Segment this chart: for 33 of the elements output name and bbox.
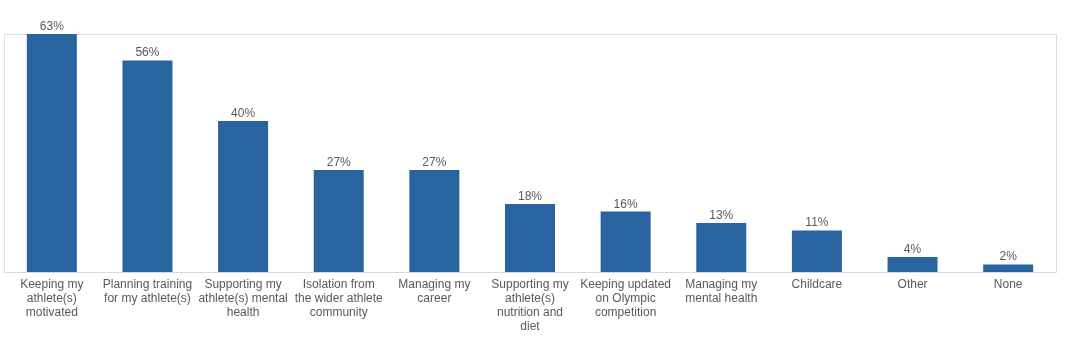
data-label: 16% (613, 196, 638, 211)
x-tick-label: Keeping updated on Olympic competition (580, 276, 672, 319)
data-label: 11% (805, 215, 829, 230)
bar (791, 230, 842, 272)
x-tick-label: Other (897, 276, 928, 291)
bar (122, 60, 173, 272)
data-label: 2% (999, 249, 1018, 264)
data-label: 40% (231, 105, 256, 120)
x-tick-label: Planning training for my athlete(s) (102, 276, 193, 305)
bar (983, 264, 1034, 272)
data-label: 27% (422, 155, 447, 169)
x-tick-label: Supporting my athlete(s) mental health (198, 276, 288, 319)
bar (696, 222, 747, 272)
x-tick-label: Childcare (791, 276, 843, 291)
x-tick-label: Supporting my athlete(s) nutrition and diet (491, 276, 569, 333)
bar (505, 204, 555, 272)
data-label: 27% (326, 155, 352, 169)
x-tick-label: Managing my career (398, 276, 471, 305)
x-tick-label: Isolation from the wider athlete community (294, 276, 384, 319)
bar (409, 170, 460, 272)
bar (313, 170, 364, 272)
data-label: 18% (517, 189, 543, 203)
bar (218, 120, 269, 272)
data-label: 13% (709, 207, 734, 222)
data-label: 56% (135, 45, 160, 60)
bar (26, 34, 77, 272)
x-tick-label: Managing my mental health (685, 276, 758, 305)
data-label: 4% (903, 241, 922, 256)
bar (887, 256, 938, 272)
x-tick-label: Keeping my athlete(s) motivated (20, 276, 84, 319)
x-tick-label: None (993, 276, 1023, 291)
bar (600, 211, 651, 272)
data-label: 63% (39, 19, 65, 33)
